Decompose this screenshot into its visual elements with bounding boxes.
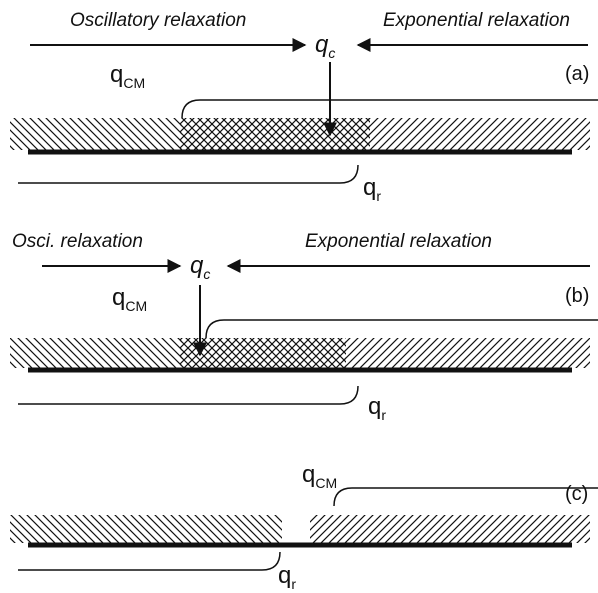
qcm-label: qCM: [302, 461, 337, 491]
panel-tag: (c): [565, 483, 588, 505]
qc-label: qc: [190, 252, 210, 282]
bracket: [18, 164, 359, 184]
right-label: Exponential relaxation: [305, 231, 492, 252]
hatch: [10, 515, 282, 543]
bracket: [181, 99, 598, 119]
panel-c: qCM (c) qr: [10, 461, 598, 592]
qr-label: qr: [368, 393, 386, 423]
panel-b: Osci. relaxation Exponential relaxation …: [10, 231, 598, 423]
bracket: [205, 319, 598, 339]
left-label: Osci. relaxation: [12, 231, 143, 252]
panel-a: Oscillatory relaxation Exponential relax…: [10, 10, 598, 204]
panel-tag: (a): [565, 63, 589, 85]
qr-label: qr: [363, 174, 381, 204]
qr-label: qr: [278, 562, 296, 592]
bracket: [333, 487, 598, 507]
hatch: [344, 338, 590, 368]
panel-tag: (b): [565, 285, 589, 307]
left-label: Oscillatory relaxation: [70, 10, 246, 31]
hatch: [10, 118, 182, 150]
qcm-label: qCM: [112, 284, 147, 314]
hatch: [368, 118, 590, 150]
right-label: Exponential relaxation: [383, 10, 570, 31]
hatch: [180, 118, 370, 150]
bracket: [18, 551, 281, 571]
qcm-label: qCM: [110, 61, 145, 91]
hatch: [180, 338, 346, 368]
hatch: [10, 338, 182, 368]
qc-label: qc: [315, 31, 335, 61]
bracket: [18, 385, 359, 405]
hatch: [310, 515, 590, 543]
